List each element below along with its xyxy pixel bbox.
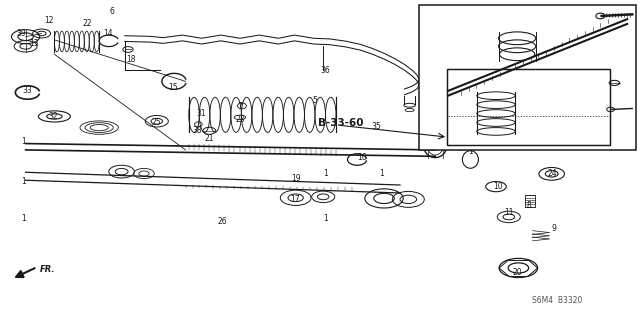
Text: FR.: FR. bbox=[40, 265, 55, 274]
Text: 17: 17 bbox=[290, 195, 300, 204]
Text: 12: 12 bbox=[45, 16, 54, 25]
Text: 1: 1 bbox=[21, 137, 26, 146]
Text: 2: 2 bbox=[474, 115, 479, 124]
Text: 26: 26 bbox=[218, 217, 228, 226]
Text: S6M4  B3320: S6M4 B3320 bbox=[532, 296, 582, 305]
Text: 10: 10 bbox=[493, 182, 503, 191]
Text: 1: 1 bbox=[379, 169, 384, 178]
Text: 20: 20 bbox=[512, 268, 522, 277]
Text: 40: 40 bbox=[612, 23, 623, 32]
Text: 15: 15 bbox=[168, 83, 179, 92]
Text: 16: 16 bbox=[356, 153, 367, 162]
Text: 31: 31 bbox=[196, 109, 207, 118]
Text: 37: 37 bbox=[615, 104, 625, 113]
Bar bbox=[447, 69, 610, 145]
Text: 36: 36 bbox=[320, 66, 330, 75]
Text: 19: 19 bbox=[291, 174, 301, 183]
Text: 1: 1 bbox=[323, 214, 328, 223]
Text: 14: 14 bbox=[102, 29, 113, 38]
Text: 35: 35 bbox=[371, 122, 381, 130]
Text: 1: 1 bbox=[468, 147, 474, 156]
Text: 33: 33 bbox=[22, 86, 33, 95]
Text: 21: 21 bbox=[205, 134, 214, 143]
Text: 28: 28 bbox=[561, 134, 570, 143]
Text: 8: 8 bbox=[526, 201, 531, 210]
Text: 6: 6 bbox=[109, 7, 115, 16]
Text: 18: 18 bbox=[126, 55, 135, 63]
Text: 4: 4 bbox=[471, 34, 476, 43]
Text: 39: 39 bbox=[17, 29, 27, 38]
Text: 24: 24 bbox=[547, 169, 557, 178]
Text: B-33-60: B-33-60 bbox=[318, 118, 364, 128]
Text: 29: 29 bbox=[534, 51, 545, 60]
Text: 9: 9 bbox=[551, 224, 556, 233]
Text: 30: 30 bbox=[539, 67, 549, 76]
Bar bbox=[525, 195, 535, 207]
Text: 32: 32 bbox=[48, 112, 58, 121]
Text: 13: 13 bbox=[29, 39, 39, 48]
Text: 7: 7 bbox=[237, 102, 242, 111]
Text: 5: 5 bbox=[312, 96, 317, 105]
Text: 34: 34 bbox=[453, 141, 463, 150]
Text: 3: 3 bbox=[620, 78, 625, 87]
Text: 1: 1 bbox=[21, 177, 26, 186]
Text: 1: 1 bbox=[323, 169, 328, 178]
Text: 27: 27 bbox=[440, 39, 450, 48]
Text: 25: 25 bbox=[152, 118, 162, 127]
Text: 22: 22 bbox=[83, 19, 92, 28]
Text: 1: 1 bbox=[21, 214, 26, 223]
Text: 11: 11 bbox=[505, 208, 514, 217]
Bar bbox=[419, 5, 636, 150]
Text: 38: 38 bbox=[192, 126, 202, 135]
Text: 23: 23 bbox=[235, 115, 245, 124]
Bar bbox=[447, 69, 610, 145]
